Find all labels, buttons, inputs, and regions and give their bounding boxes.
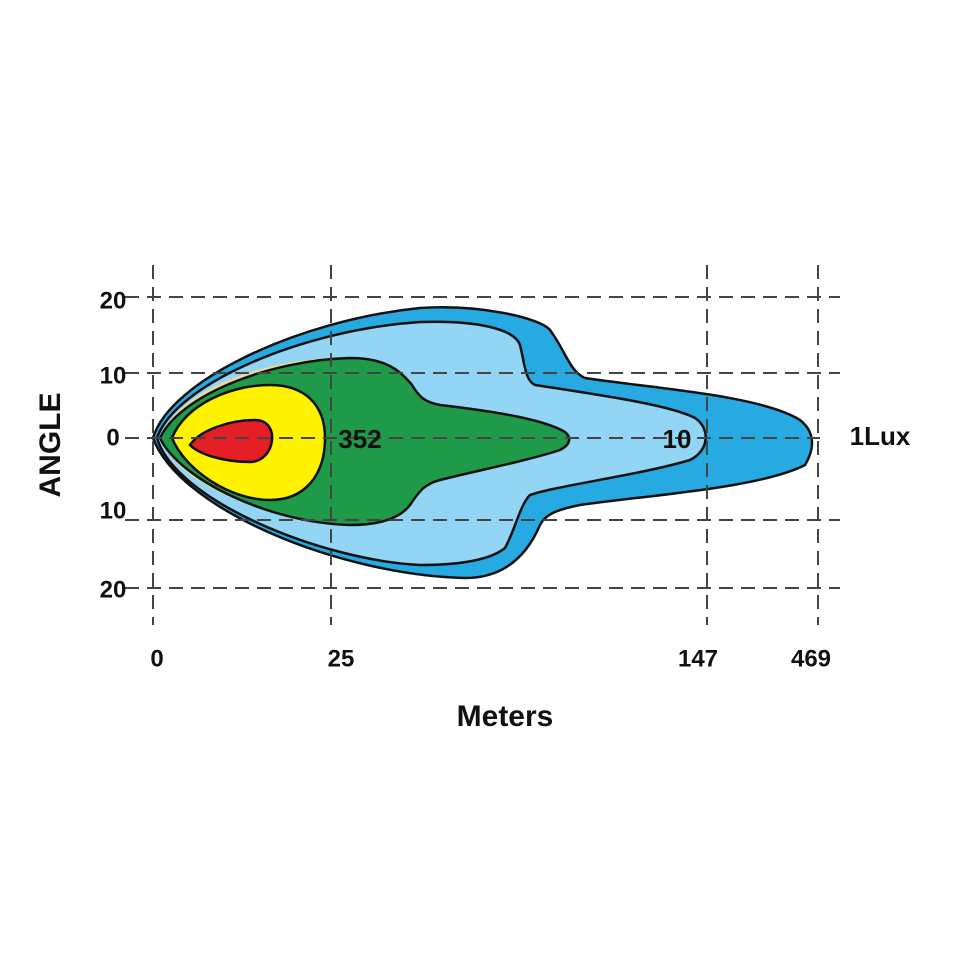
y-label: 20 xyxy=(100,576,127,603)
y-label: 0 xyxy=(106,424,119,451)
x-label: 147 xyxy=(678,645,718,672)
x-label: 469 xyxy=(791,645,831,672)
y-label: 10 xyxy=(100,497,127,524)
contour-label: 10 xyxy=(663,424,692,454)
contour-label: 352 xyxy=(338,424,381,454)
x-label: 0 xyxy=(150,645,163,672)
y-label: 20 xyxy=(100,287,127,314)
contour-label: 1Lux xyxy=(850,421,911,451)
x-axis-title: Meters xyxy=(457,700,554,733)
y-label: 10 xyxy=(100,362,127,389)
contour-red xyxy=(188,418,274,464)
x-label: 25 xyxy=(328,645,355,672)
y-axis-title: ANGLE xyxy=(34,393,67,498)
